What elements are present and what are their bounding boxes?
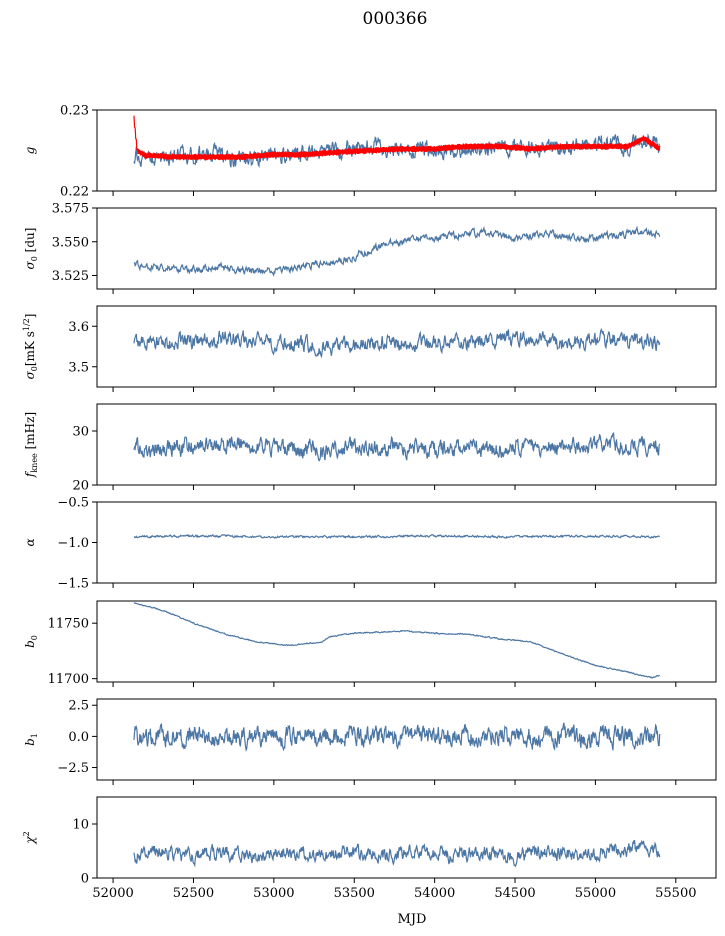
xtick-label-1: 52500 bbox=[173, 886, 214, 901]
panel-2-ytick-label-1: 3.6 bbox=[68, 320, 89, 335]
panel-7-ytick-label-0: 0 bbox=[81, 872, 89, 887]
xtick-label-6: 55000 bbox=[575, 886, 616, 901]
panel-4: −1.5 −1.0 −0.5 α bbox=[23, 496, 717, 592]
panel-6-ytick-label-2: 2.5 bbox=[68, 699, 89, 714]
panel-2-series-0-line bbox=[133, 327, 661, 359]
panel-4-ytick-label-2: −0.5 bbox=[57, 496, 89, 511]
panel-1: 3.525 3.550 3.575 σ0 [du] bbox=[23, 202, 717, 294]
panel-3-frame bbox=[96, 403, 717, 486]
x-axis-label: MJD bbox=[398, 912, 427, 927]
y-axis-label-7: χ2 bbox=[22, 831, 37, 844]
panel-0: 0.22 0.23 g bbox=[23, 104, 717, 200]
panel-2-ytick-label-0: 3.5 bbox=[68, 360, 89, 375]
panel-0-ytick-label-0: 0.22 bbox=[60, 185, 89, 200]
panel-2: 3.5 3.6 σ0[mK s1/2] bbox=[22, 305, 717, 392]
panel-4-series-0-line bbox=[133, 533, 660, 539]
y-axis-label-6: b1 bbox=[23, 733, 39, 746]
panel-6-series-0-line bbox=[133, 722, 661, 752]
panels-group: 0.22 0.23 g 3.525 3.550 3.575 σ0 [du] 3.5 3.6 σ0[… bbox=[22, 104, 717, 901]
panel-5: 11700 11750 b0 bbox=[23, 600, 717, 687]
y-axis-label-4: α bbox=[23, 538, 37, 546]
xtick-label-0: 52000 bbox=[92, 886, 133, 901]
xtick-label-4: 54000 bbox=[414, 886, 455, 901]
panel-6: −2.5 0.0 2.5 b1 bbox=[23, 698, 717, 785]
panel-1-ytick-label-1: 3.550 bbox=[52, 235, 89, 250]
panel-5-series-0-line bbox=[133, 602, 660, 679]
panel-5-ytick-label-1: 11750 bbox=[48, 617, 89, 632]
figure-title: 000366 bbox=[363, 9, 428, 29]
panel-1-ytick-label-0: 3.525 bbox=[52, 269, 89, 284]
xtick-label-3: 53500 bbox=[334, 886, 375, 901]
panel-1-series-0-line bbox=[133, 225, 661, 277]
panel-6-frame bbox=[96, 698, 717, 781]
panel-3-ytick-label-0: 20 bbox=[72, 479, 89, 494]
panel-7: 0 10 52000 52500 53000 53500 54000 54500 55000 55… bbox=[22, 796, 717, 901]
panel-0-ytick-label-1: 0.23 bbox=[60, 104, 89, 119]
panel-0-frame bbox=[96, 109, 717, 192]
panel-2-frame bbox=[96, 305, 717, 388]
panel-3: 20 30 fknee [mHz] bbox=[23, 403, 717, 494]
panel-3-series-0-line bbox=[133, 432, 661, 462]
y-axis-label-2: σ0[mK s1/2] bbox=[22, 314, 39, 380]
panel-5-frame bbox=[96, 600, 717, 683]
panel-7-frame bbox=[96, 796, 717, 879]
panel-6-ytick-label-0: −2.5 bbox=[57, 761, 89, 776]
y-axis-label-1: σ0 [du] bbox=[23, 228, 39, 270]
panel-5-ytick-label-0: 11700 bbox=[48, 672, 89, 687]
panel-0-series-1-line bbox=[133, 115, 661, 161]
panel-6-ytick-label-1: 0.0 bbox=[68, 730, 89, 745]
panel-4-ytick-label-0: −1.5 bbox=[57, 577, 89, 592]
panel-4-frame bbox=[96, 501, 717, 584]
y-axis-label-5: b0 bbox=[23, 635, 39, 648]
panel-4-ytick-label-1: −1.0 bbox=[57, 536, 89, 551]
y-axis-label-0: g bbox=[23, 146, 37, 154]
xtick-label-5: 54500 bbox=[494, 886, 535, 901]
panel-3-ytick-label-1: 30 bbox=[72, 425, 89, 440]
xtick-label-7: 55500 bbox=[655, 886, 696, 901]
y-axis-label-3: fknee [mHz] bbox=[23, 412, 39, 478]
panel-7-series-0-line bbox=[133, 839, 661, 868]
panel-1-frame bbox=[96, 207, 717, 290]
panel-1-ytick-label-2: 3.575 bbox=[52, 202, 89, 217]
panel-7-ytick-label-1: 10 bbox=[72, 818, 89, 833]
xtick-label-2: 53000 bbox=[253, 886, 294, 901]
